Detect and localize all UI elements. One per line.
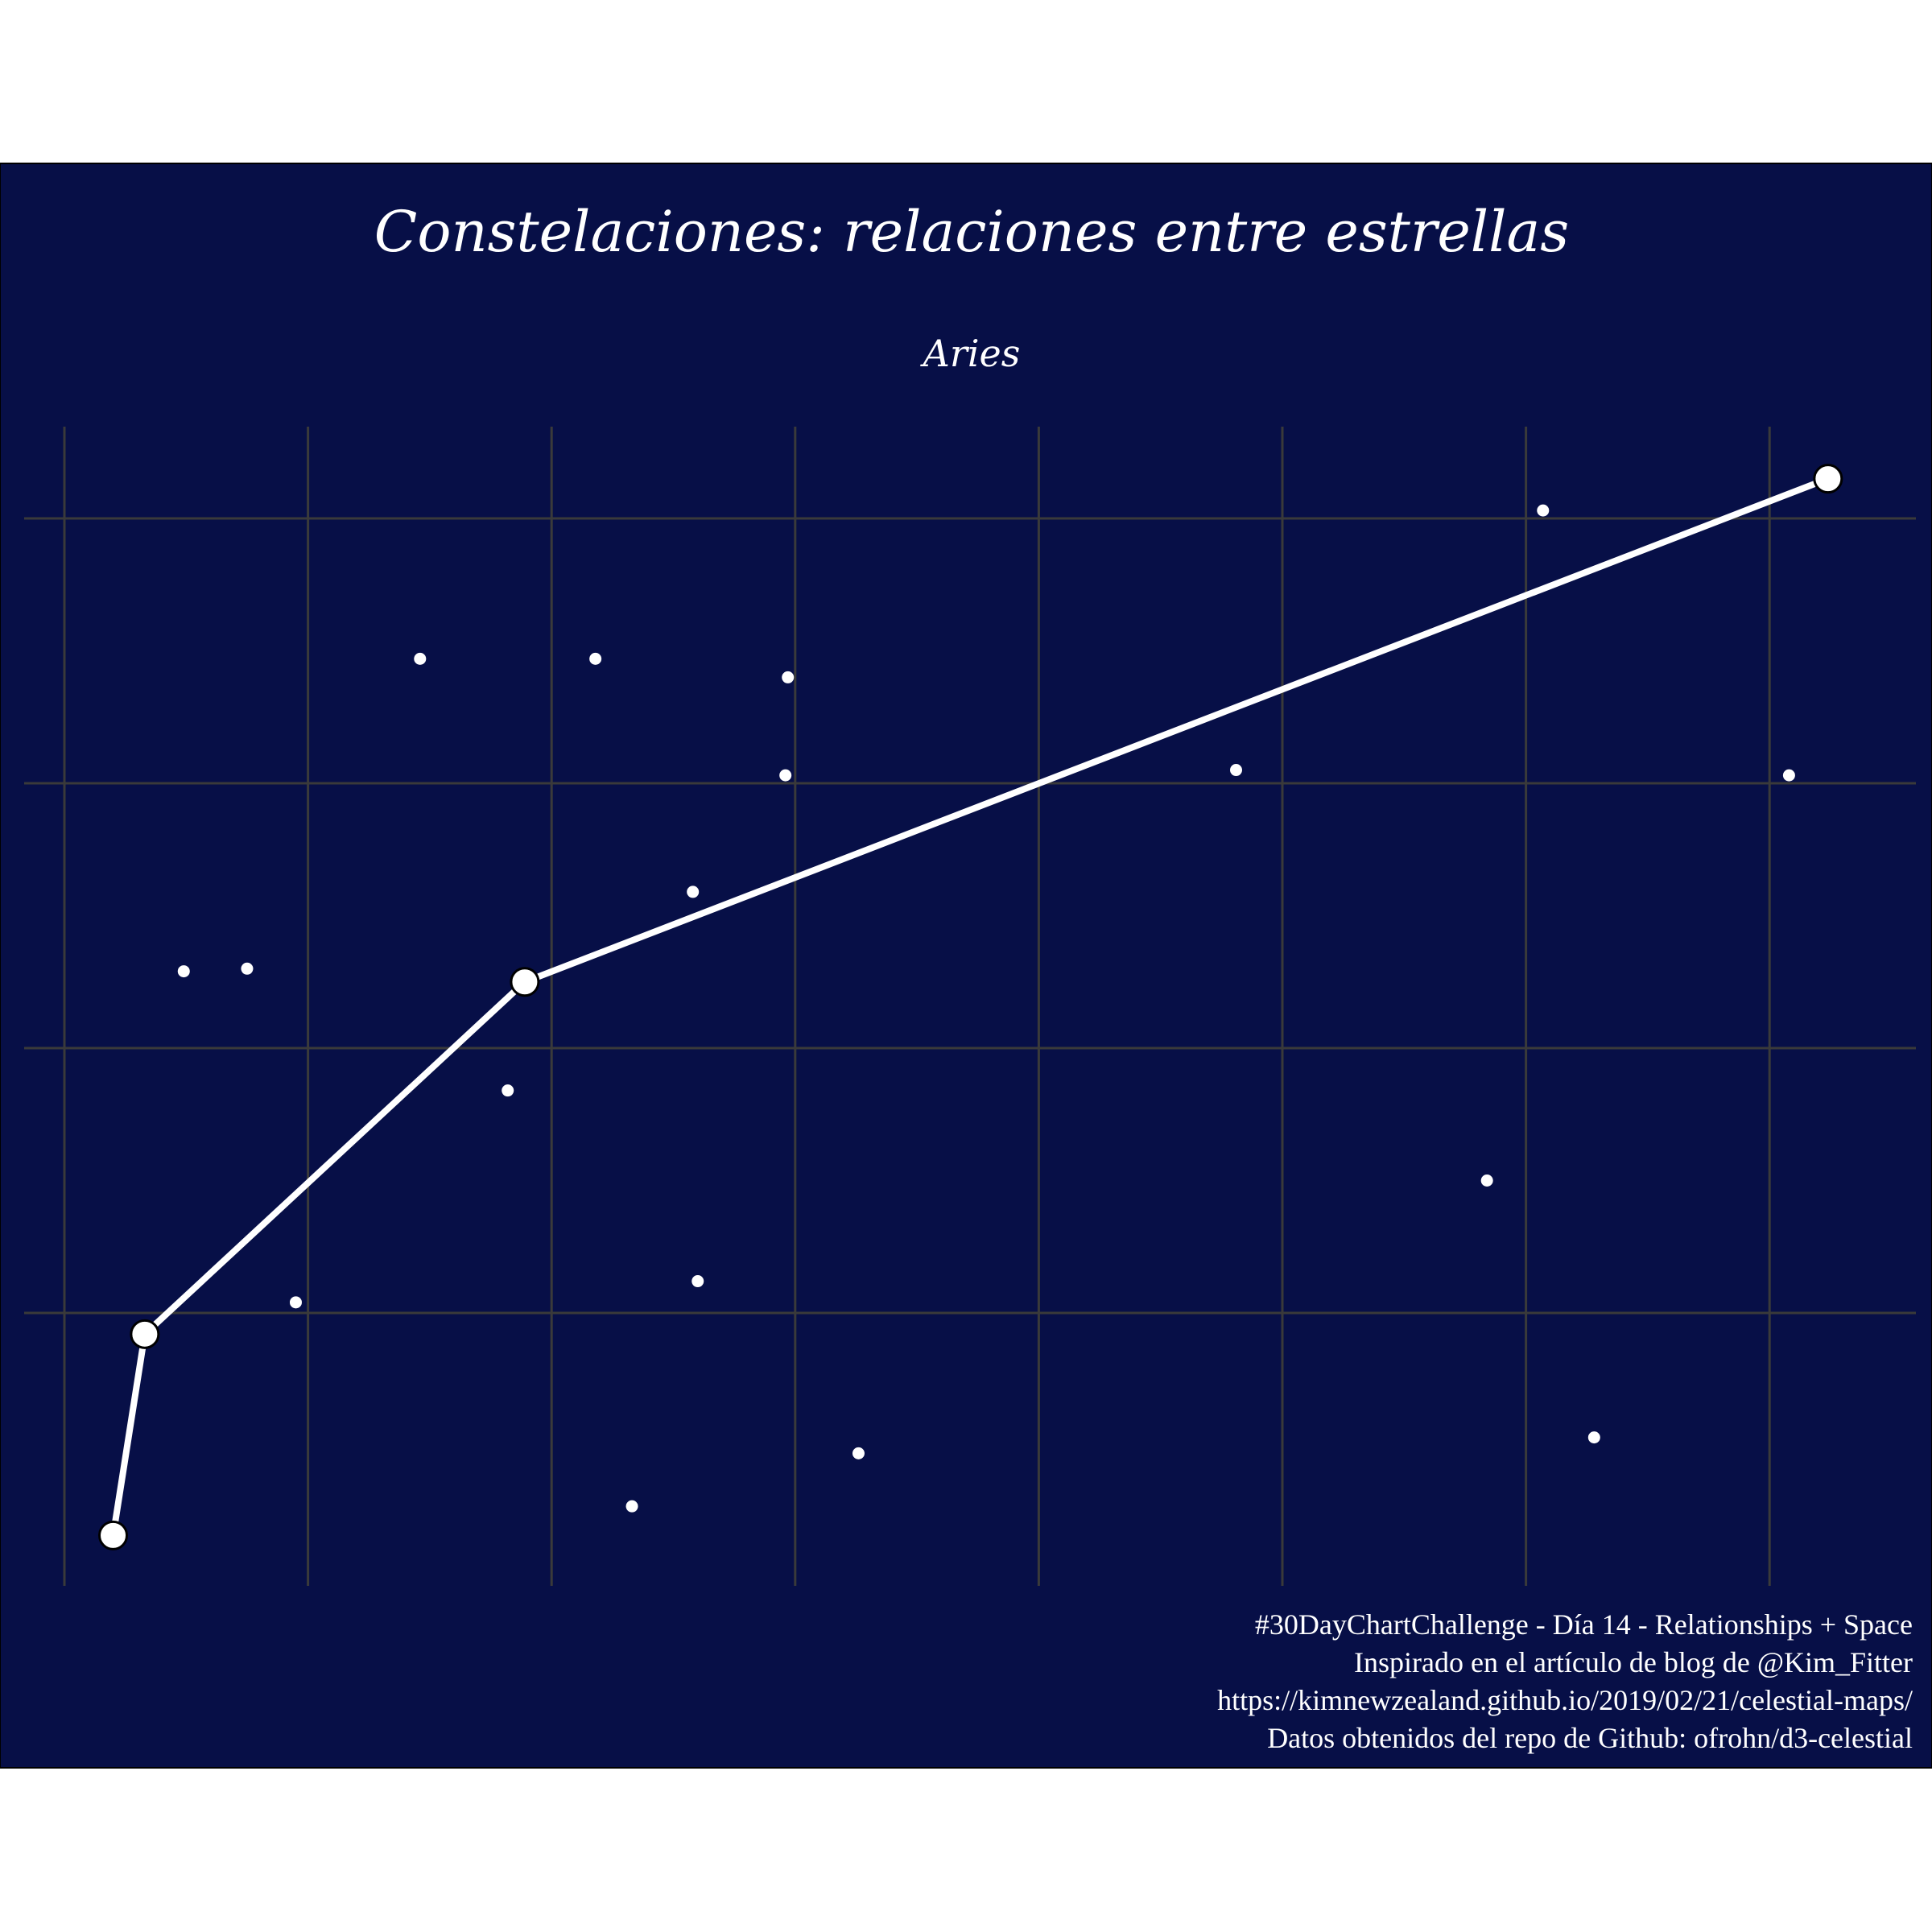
background-star <box>1230 764 1243 777</box>
caption-line-3: https://kimnewzealand.github.io/2019/02/… <box>1217 1684 1913 1716</box>
constellation-stars <box>98 464 1843 1550</box>
constellation-star <box>98 1520 129 1550</box>
chart-subtitle: Aries <box>920 332 1021 375</box>
background-star <box>779 769 792 782</box>
background-stars <box>177 504 1795 1513</box>
constellation-star <box>130 1319 160 1349</box>
background-star <box>1537 504 1550 517</box>
constellation-star <box>510 967 540 997</box>
background-star <box>687 886 700 898</box>
background-star <box>289 1296 302 1309</box>
background-star <box>625 1500 638 1513</box>
background-star <box>177 965 190 978</box>
background-star <box>502 1084 514 1097</box>
background-star <box>782 671 795 683</box>
background-star <box>691 1275 704 1288</box>
constellation-star <box>1813 464 1843 494</box>
constellation-lines <box>109 475 1831 1539</box>
background-star <box>589 652 602 665</box>
background-star <box>1587 1431 1600 1444</box>
chart-background <box>0 163 1932 1769</box>
background-star <box>241 962 254 975</box>
background-star <box>852 1447 865 1459</box>
background-star <box>1480 1174 1493 1187</box>
caption-line-1: #30DayChartChallenge - Día 14 - Relation… <box>1255 1608 1913 1641</box>
chart-title: Constelaciones: relaciones entre estrell… <box>374 199 1569 265</box>
constellation-line <box>109 475 1831 1539</box>
background-star <box>414 652 427 665</box>
caption-line-4: Datos obtenidos del repo de Github: ofro… <box>1267 1722 1913 1754</box>
caption-line-2: Inspirado en el artículo de blog de @Kim… <box>1354 1646 1913 1678</box>
background-star <box>1782 769 1795 782</box>
grid <box>24 427 1916 1586</box>
